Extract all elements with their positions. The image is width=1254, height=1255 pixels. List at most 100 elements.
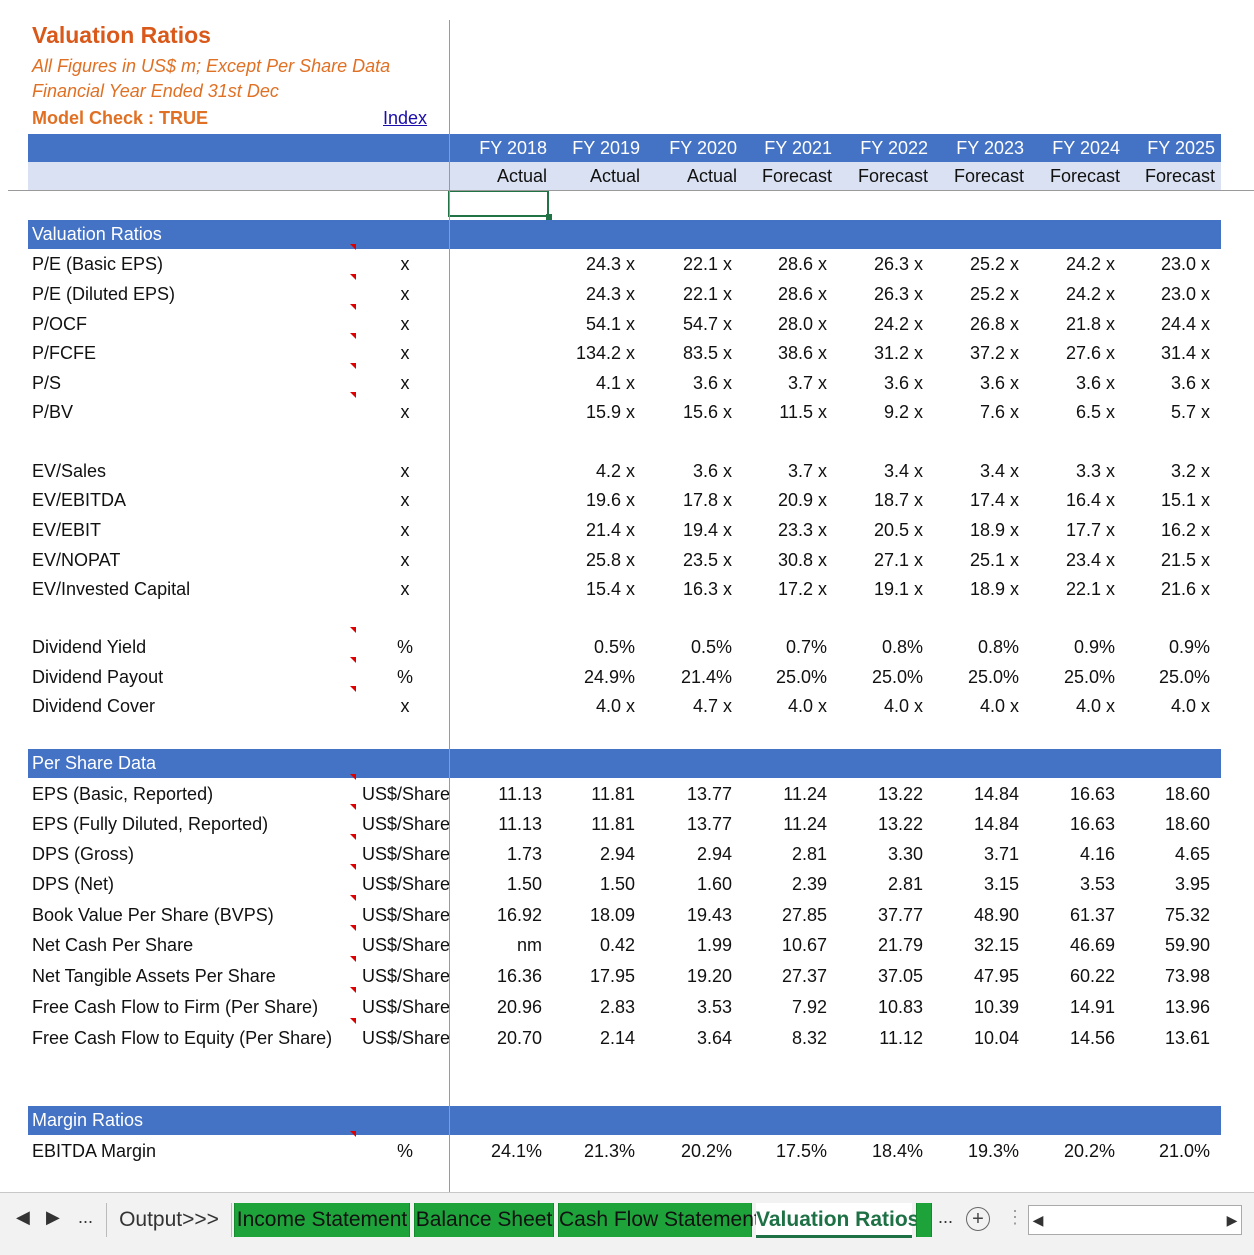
value-cell[interactable]: 9.2 x <box>883 402 923 422</box>
comment-indicator-icon[interactable] <box>350 363 356 369</box>
value-cell[interactable]: 27.85 <box>781 905 827 925</box>
value-cell[interactable]: 10.83 <box>877 997 923 1017</box>
value-cell[interactable]: 24.2 x <box>1065 284 1115 304</box>
value-cell[interactable]: 4.16 <box>1079 844 1115 864</box>
value-cell[interactable]: 25.8 x <box>585 550 635 570</box>
value-cell[interactable]: 3.3 x <box>1075 461 1115 481</box>
value-cell[interactable]: 28.6 x <box>777 284 827 304</box>
add-sheet-icon[interactable]: + <box>966 1207 990 1231</box>
value-cell[interactable]: 75.32 <box>1164 905 1210 925</box>
value-cell[interactable]: 14.84 <box>973 814 1019 834</box>
value-cell[interactable]: 19.3% <box>967 1141 1019 1161</box>
value-cell[interactable]: 0.8% <box>881 637 923 657</box>
scroll-right-icon[interactable]: ▶ <box>1226 1212 1238 1228</box>
comment-indicator-icon[interactable] <box>350 333 356 339</box>
comment-indicator-icon[interactable] <box>350 304 356 310</box>
value-cell[interactable]: 1.60 <box>696 874 732 894</box>
tab-valuation-ratios[interactable]: Valuation Ratios <box>756 1203 919 1238</box>
comment-indicator-icon[interactable] <box>350 244 356 250</box>
value-cell[interactable]: 24.1% <box>490 1141 542 1161</box>
value-cell[interactable]: 24.2 x <box>1065 254 1115 274</box>
value-cell[interactable]: 27.6 x <box>1065 343 1115 363</box>
value-cell[interactable]: 20.5 x <box>873 520 923 540</box>
table-row[interactable]: EPS (Fully Diluted, Reported) US$/Share 11… <box>0 804 1254 838</box>
value-cell[interactable]: 37.2 x <box>969 343 1019 363</box>
value-cell[interactable]: 14.84 <box>973 784 1019 804</box>
value-cell[interactable]: 26.8 x <box>969 314 1019 334</box>
table-row[interactable]: P/E (Basic EPS) x 24.3 x 22.1 x 28.6 x 26.3 x… <box>0 244 1254 278</box>
value-cell[interactable]: 0.5% <box>593 637 635 657</box>
scroll-left-icon[interactable]: ◀ <box>1032 1212 1044 1228</box>
value-cell[interactable]: 18.7 x <box>873 490 923 510</box>
value-cell[interactable]: 1.73 <box>506 844 542 864</box>
value-cell[interactable]: 17.2 x <box>777 579 827 599</box>
value-cell[interactable]: 11.12 <box>879 1028 923 1048</box>
value-cell[interactable]: 16.63 <box>1069 814 1115 834</box>
value-cell[interactable]: 13.22 <box>877 814 923 834</box>
value-cell[interactable]: 21.0% <box>1158 1141 1210 1161</box>
value-cell[interactable]: 18.60 <box>1164 784 1210 804</box>
value-cell[interactable]: 2.14 <box>599 1028 635 1048</box>
value-cell[interactable]: 3.6 x <box>692 373 732 393</box>
value-cell[interactable]: 3.53 <box>1079 874 1115 894</box>
table-row[interactable]: Free Cash Flow to Firm (Per Share) US$/Sh… <box>0 987 1254 1021</box>
comment-indicator-icon[interactable] <box>350 834 356 840</box>
value-cell[interactable]: 22.1 x <box>682 254 732 274</box>
value-cell[interactable]: 4.7 x <box>692 696 732 716</box>
value-cell[interactable]: 27.37 <box>781 966 827 986</box>
value-cell[interactable]: 11.81 <box>591 814 635 834</box>
value-cell[interactable]: 13.22 <box>877 784 923 804</box>
value-cell[interactable]: 18.09 <box>589 905 635 925</box>
tab-cash-flow-statement[interactable]: Cash Flow Statement <box>558 1203 760 1237</box>
value-cell[interactable]: 15.1 x <box>1160 490 1210 510</box>
value-cell[interactable]: 4.0 x <box>883 696 923 716</box>
value-cell[interactable]: 54.1 x <box>585 314 635 334</box>
comment-indicator-icon[interactable] <box>350 392 356 398</box>
value-cell[interactable]: 18.9 x <box>969 520 1019 540</box>
value-cell[interactable]: 10.04 <box>973 1028 1019 1048</box>
value-cell[interactable]: 3.6 x <box>883 373 923 393</box>
value-cell[interactable]: 25.2 x <box>969 284 1019 304</box>
value-cell[interactable]: 21.8 x <box>1065 314 1115 334</box>
value-cell[interactable]: 48.90 <box>973 905 1019 925</box>
value-cell[interactable]: 18.4% <box>871 1141 923 1161</box>
value-cell[interactable]: 47.95 <box>973 966 1019 986</box>
value-cell[interactable]: 24.9% <box>583 667 635 687</box>
value-cell[interactable]: 20.2% <box>1063 1141 1115 1161</box>
tab-scroll-left-icon[interactable]: ◀ <box>16 1207 30 1227</box>
table-row[interactable]: Dividend Payout% 24.9% 21.4% 25.0% 25.0% 25.0… <box>0 657 1254 691</box>
value-cell[interactable]: 21.79 <box>877 935 923 955</box>
tab-income-statement[interactable]: Income Statement <box>234 1203 410 1237</box>
tab-balance-sheet[interactable]: Balance Sheet <box>414 1203 554 1237</box>
value-cell[interactable]: 26.3 x <box>873 284 923 304</box>
value-cell[interactable]: 19.43 <box>686 905 732 925</box>
value-cell[interactable]: 11.81 <box>591 784 635 804</box>
value-cell[interactable]: 3.4 x <box>979 461 1019 481</box>
value-cell[interactable]: 4.0 x <box>787 696 827 716</box>
value-cell[interactable]: 3.30 <box>887 844 923 864</box>
table-row[interactable]: P/OCF x 54.1 x 54.7 x 28.0 x 24.2 x 26.8 x 21.8… <box>0 304 1254 338</box>
value-cell[interactable]: 24.2 x <box>873 314 923 334</box>
value-cell[interactable]: 23.4 x <box>1065 550 1115 570</box>
tab-output[interactable]: Output>>> <box>106 1203 232 1237</box>
value-cell[interactable]: 16.63 <box>1069 784 1115 804</box>
value-cell[interactable]: 16.36 <box>496 966 542 986</box>
comment-indicator-icon[interactable] <box>350 1131 356 1137</box>
value-cell[interactable]: 3.95 <box>1174 874 1210 894</box>
value-cell[interactable]: 19.20 <box>686 966 732 986</box>
value-cell[interactable]: 83.5 x <box>682 343 732 363</box>
value-cell[interactable]: 11.5 x <box>779 402 827 422</box>
comment-indicator-icon[interactable] <box>350 274 356 280</box>
table-row[interactable]: P/FCFE x 134.2 x 83.5 x 38.6 x 31.2 x 37.2 x 27… <box>0 333 1254 367</box>
value-cell[interactable]: 3.15 <box>983 874 1019 894</box>
value-cell[interactable]: 6.5 x <box>1075 402 1115 422</box>
value-cell[interactable]: 11.24 <box>783 784 827 804</box>
value-cell[interactable]: nm <box>516 935 542 955</box>
comment-indicator-icon[interactable] <box>350 987 356 993</box>
table-row[interactable]: Net Cash Per Share US$/Share nm 0.42 1.99 10.… <box>0 925 1254 959</box>
value-cell[interactable]: 13.61 <box>1164 1028 1210 1048</box>
value-cell[interactable]: 37.77 <box>877 905 923 925</box>
value-cell[interactable]: 3.64 <box>696 1028 732 1048</box>
value-cell[interactable]: 3.71 <box>983 844 1019 864</box>
value-cell[interactable]: 28.0 x <box>777 314 827 334</box>
